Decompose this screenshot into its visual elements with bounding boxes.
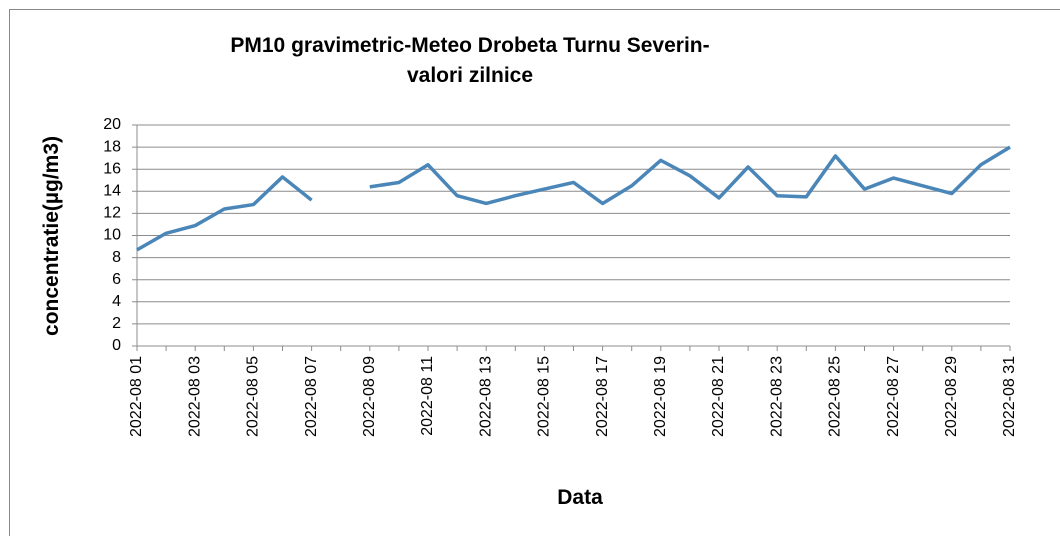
chart-title: PM10 gravimetric-Meteo Drobeta Turnu Sev… [230, 34, 709, 57]
x-tick-label: 2022-08 07 [303, 356, 320, 437]
y-tick-label: 6 [112, 271, 121, 288]
y-tick-label: 12 [103, 205, 121, 222]
y-tick-label: 18 [103, 138, 121, 155]
y-tick-label: 0 [112, 337, 121, 354]
x-tick-label: 2022-08 03 [186, 356, 203, 437]
x-tick-label: 2022-08 23 [768, 356, 785, 437]
x-tick-label: 2022-08 21 [710, 356, 727, 437]
chart-border [9, 9, 1060, 536]
x-tick-label: 2022-08 11 [419, 356, 436, 436]
x-tick-label: 2022-08 09 [361, 356, 378, 437]
y-tick-label: 2 [112, 315, 121, 332]
x-tick-label: 2022-08 25 [827, 356, 844, 437]
x-tick-label: 2022-08 19 [652, 356, 669, 437]
y-tick-label: 4 [112, 293, 121, 310]
chart-title: valori zilnice [407, 64, 533, 87]
y-tick-label: 14 [103, 183, 121, 200]
y-tick-label: 16 [103, 160, 121, 177]
x-tick-label: 2022-08 15 [536, 356, 553, 437]
x-tick-label: 2022-08 13 [477, 356, 494, 437]
y-tick-label: 20 [103, 116, 121, 133]
x-tick-label: 2022-08 27 [885, 356, 902, 437]
line-series [136, 145, 1011, 252]
x-tick-label: 2022-08 29 [943, 356, 960, 437]
y-tick-label: 8 [112, 249, 121, 266]
x-tick-label: 2022-08 17 [594, 356, 611, 437]
x-axis-label: Data [557, 486, 603, 509]
x-tick-label: 2022-08 05 [245, 356, 262, 437]
x-tick-label: 2022-08 31 [1001, 356, 1018, 437]
y-tick-label: 10 [103, 227, 121, 244]
y-axis-label: concentratie(µg/m3) [40, 136, 63, 336]
x-tick-label: 2022-08 01 [128, 356, 145, 437]
